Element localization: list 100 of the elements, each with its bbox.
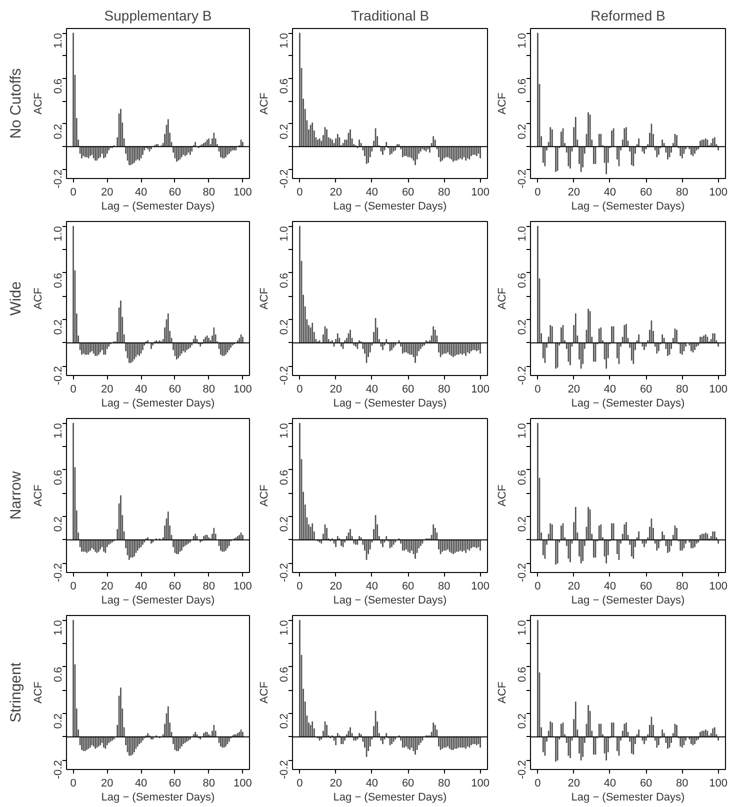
y-axis-title: ACF bbox=[258, 484, 270, 506]
y-tick-label: -0.2 bbox=[52, 169, 64, 188]
x-tick-label: 20 bbox=[101, 186, 114, 198]
y-axis-title: ACF bbox=[258, 287, 270, 310]
y-tick-label: 0.6 bbox=[52, 470, 64, 486]
x-tick-label: 60 bbox=[402, 580, 414, 592]
x-tick-label: 40 bbox=[134, 186, 148, 198]
x-tick-label: 40 bbox=[604, 384, 616, 396]
y-tick-label: 0.6 bbox=[278, 666, 290, 682]
chart-title: Reformed B bbox=[590, 8, 666, 24]
x-tick-label: 0 bbox=[296, 384, 303, 396]
y-axis-title: ACF bbox=[258, 92, 270, 114]
text: No Cutoffs bbox=[8, 68, 24, 139]
x-tick-label: 40 bbox=[366, 778, 378, 790]
x-tick-label: 0 bbox=[296, 186, 303, 198]
y-tick-label: 0.2 bbox=[278, 124, 290, 140]
x-tick-label: 20 bbox=[330, 778, 342, 790]
x-tick-label: 100 bbox=[709, 580, 728, 592]
y-tick-label: 0.2 bbox=[516, 319, 528, 335]
y-tick-label: 0.6 bbox=[52, 78, 64, 94]
y-tick-label: -0.2 bbox=[278, 760, 290, 780]
x-tick-label: 40 bbox=[134, 580, 148, 592]
x-axis-title: Lag − (Semester Days) bbox=[333, 594, 447, 606]
x-tick-label: 20 bbox=[568, 580, 580, 592]
y-tick-label: 1.0 bbox=[516, 226, 528, 242]
x-tick-label: 0 bbox=[70, 384, 76, 396]
x-axis-title: Lag − (Semester Days) bbox=[333, 792, 447, 804]
x-axis-title: Lag − (Semester Days) bbox=[333, 398, 447, 410]
y-tick-label: -0.2 bbox=[278, 366, 290, 386]
y-axis-title: ACF bbox=[496, 484, 508, 506]
x-tick-label: 80 bbox=[676, 778, 688, 790]
x-tick-label: 0 bbox=[534, 384, 541, 396]
x-axis-title: Lag − (Semester Days) bbox=[571, 594, 685, 606]
x-tick-label: 20 bbox=[101, 580, 114, 592]
x-tick-label: 40 bbox=[134, 778, 148, 790]
x-tick-label: 80 bbox=[438, 580, 450, 592]
y-tick-label: 0.2 bbox=[278, 319, 290, 335]
y-tick-label: -0.2 bbox=[516, 169, 528, 188]
y-tick-label: 1.0 bbox=[52, 423, 64, 438]
y-tick-label: 0.6 bbox=[278, 78, 290, 94]
x-tick-label: 0 bbox=[534, 186, 541, 198]
x-tick-label: 100 bbox=[234, 580, 252, 592]
x-tick-label: 80 bbox=[438, 186, 450, 198]
y-tick-label: 0.2 bbox=[52, 516, 64, 532]
x-tick-label: 60 bbox=[168, 778, 182, 790]
text: Wide bbox=[8, 281, 24, 316]
x-tick-label: 0 bbox=[70, 778, 76, 790]
y-tick-label: -0.2 bbox=[278, 563, 290, 582]
y-tick-label: 0.6 bbox=[516, 470, 528, 486]
x-tick-label: 60 bbox=[402, 384, 414, 396]
y-tick-label: 0.2 bbox=[52, 713, 64, 729]
x-tick-label: 0 bbox=[534, 778, 541, 790]
x-tick-label: 40 bbox=[366, 580, 378, 592]
x-tick-label: 0 bbox=[296, 580, 303, 592]
y-tick-label: 0.2 bbox=[516, 713, 528, 729]
x-tick-label: 20 bbox=[330, 186, 342, 198]
x-tick-label: 60 bbox=[640, 580, 652, 592]
y-axis-title: ACF bbox=[496, 681, 508, 704]
y-tick-label: 1.0 bbox=[516, 33, 528, 48]
y-axis-title: ACF bbox=[32, 681, 44, 704]
y-tick-label: 0.2 bbox=[516, 124, 528, 140]
x-tick-label: 80 bbox=[202, 186, 215, 198]
x-tick-label: 60 bbox=[168, 384, 182, 396]
y-tick-label: 1.0 bbox=[516, 620, 528, 636]
x-tick-label: 0 bbox=[534, 580, 541, 592]
x-tick-label: 100 bbox=[471, 186, 490, 198]
x-tick-label: 100 bbox=[471, 778, 490, 790]
x-tick-label: 40 bbox=[604, 778, 616, 790]
x-tick-label: 20 bbox=[330, 580, 342, 592]
x-tick-label: 80 bbox=[202, 580, 215, 592]
y-tick-label: -0.2 bbox=[516, 366, 528, 386]
x-tick-label: 80 bbox=[676, 580, 688, 592]
y-tick-label: -0.2 bbox=[278, 169, 290, 188]
x-tick-label: 80 bbox=[676, 384, 688, 396]
x-tick-label: 60 bbox=[640, 778, 652, 790]
x-tick-label: 20 bbox=[568, 186, 580, 198]
x-tick-label: 0 bbox=[296, 778, 303, 790]
x-axis-title: Lag − (Semester Days) bbox=[571, 200, 685, 212]
x-axis-title: Lag − (Semester Days) bbox=[571, 398, 685, 410]
x-tick-label: 60 bbox=[640, 186, 652, 198]
y-tick-label: 1.0 bbox=[278, 226, 290, 242]
y-tick-label: 0.6 bbox=[52, 666, 64, 682]
y-tick-label: 1.0 bbox=[278, 620, 290, 636]
x-tick-label: 0 bbox=[70, 186, 76, 198]
y-tick-label: 0.6 bbox=[516, 272, 528, 288]
x-tick-label: 60 bbox=[168, 580, 182, 592]
chart-title: Supplementary B bbox=[104, 8, 212, 24]
y-tick-label: -0.2 bbox=[516, 563, 528, 582]
x-axis-title: Lag − (Semester Days) bbox=[101, 200, 215, 212]
y-tick-label: 0.6 bbox=[52, 272, 64, 288]
x-tick-label: 100 bbox=[234, 186, 252, 198]
y-tick-label: -0.2 bbox=[52, 366, 64, 386]
y-tick-label: -0.2 bbox=[52, 563, 64, 582]
text: Stringent bbox=[8, 662, 24, 723]
x-tick-label: 0 bbox=[70, 580, 76, 592]
x-tick-label: 40 bbox=[366, 186, 378, 198]
x-tick-label: 80 bbox=[438, 384, 450, 396]
x-tick-label: 20 bbox=[568, 384, 580, 396]
x-tick-label: 20 bbox=[568, 778, 580, 790]
x-tick-label: 40 bbox=[604, 186, 616, 198]
